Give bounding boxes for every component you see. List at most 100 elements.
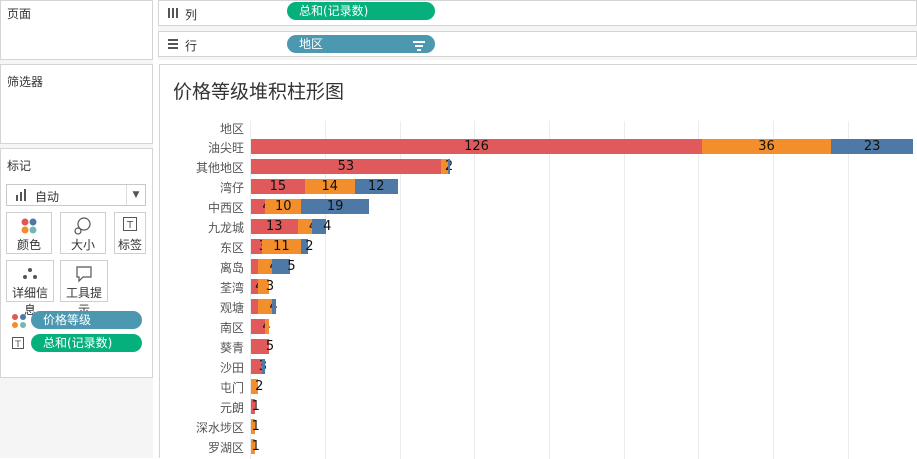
- category-label: 南区: [219, 321, 244, 335]
- data-label: 2: [305, 239, 314, 254]
- size-button[interactable]: 大小: [60, 212, 106, 254]
- tooltip-icon: [61, 264, 107, 284]
- category-label: 深水埗区: [195, 421, 244, 435]
- data-label: 1: [251, 439, 260, 454]
- gridline: [325, 121, 326, 459]
- bar-segment[interactable]: [297, 219, 312, 234]
- bar-segment[interactable]: [251, 279, 259, 294]
- text-icon: T: [11, 336, 25, 353]
- marks-title: 标记: [7, 159, 32, 173]
- color-field-pill[interactable]: 价格等级: [31, 311, 142, 329]
- data-label: 14: [321, 179, 339, 194]
- columns-shelf[interactable]: 列 总和(记录数): [158, 0, 917, 26]
- bar-segment[interactable]: [251, 159, 441, 174]
- mark-type-dropdown[interactable]: 自动 ▼: [6, 184, 146, 206]
- bar-segment[interactable]: [251, 319, 266, 334]
- data-label: 10: [274, 199, 292, 214]
- label-button[interactable]: T 标签: [114, 212, 146, 254]
- bar-segment[interactable]: [265, 319, 269, 334]
- rows-label: 行: [185, 39, 198, 53]
- gridline: [400, 121, 401, 459]
- bar-segment[interactable]: [251, 199, 266, 214]
- data-label: 11: [273, 239, 290, 254]
- bar-segment[interactable]: [251, 439, 255, 454]
- mark-type-label: 自动: [35, 190, 60, 204]
- data-label: 1: [251, 419, 260, 434]
- bar-segment[interactable]: [301, 199, 370, 214]
- category-label: 荃湾: [219, 281, 244, 295]
- shelf-area: 列 总和(记录数) 行 地区: [158, 0, 917, 60]
- gridline: [848, 121, 849, 459]
- bar-segment[interactable]: [261, 359, 266, 374]
- bar-segment[interactable]: [830, 139, 914, 154]
- bar-segment[interactable]: [258, 279, 269, 294]
- data-label: 126: [464, 139, 489, 154]
- svg-text:T: T: [14, 340, 21, 350]
- color-button[interactable]: 颜色: [6, 212, 52, 254]
- bar-segment[interactable]: [251, 139, 703, 154]
- rows-pill[interactable]: 地区: [287, 35, 435, 53]
- bar-segment[interactable]: [304, 179, 355, 194]
- data-label: 13: [265, 219, 283, 234]
- bar-chart-icon: [15, 189, 29, 204]
- filters-card[interactable]: 筛选器: [0, 64, 153, 144]
- gridline: [250, 121, 251, 459]
- bar-segment[interactable]: [258, 259, 273, 274]
- bar-segment[interactable]: [272, 259, 291, 274]
- data-label: 12: [368, 179, 385, 194]
- bar-segment[interactable]: [251, 259, 259, 274]
- columns-pill[interactable]: 总和(记录数): [287, 2, 435, 20]
- text-icon: T: [115, 216, 145, 236]
- chart-title: 价格等级堆积柱形图: [173, 81, 345, 103]
- tooltip-button[interactable]: 工具提示: [60, 260, 108, 317]
- sort-icon[interactable]: [413, 38, 425, 56]
- bar-segment[interactable]: [311, 219, 327, 234]
- gridline: [624, 121, 625, 459]
- bar-segment[interactable]: [440, 159, 448, 174]
- category-label: 其他地区: [195, 161, 244, 175]
- color-label: 颜色: [16, 238, 41, 252]
- label-field-pill[interactable]: 总和(记录数): [31, 334, 142, 352]
- bar-segment[interactable]: [251, 359, 262, 374]
- rows-shelf[interactable]: 行 地区: [158, 31, 917, 57]
- bar-segment[interactable]: [251, 379, 259, 394]
- bar-segment[interactable]: [251, 239, 262, 254]
- bar-segment[interactable]: [251, 299, 259, 314]
- filters-title: 筛选器: [7, 75, 44, 89]
- bar-segment[interactable]: [447, 159, 450, 174]
- columns-icon: [167, 7, 179, 22]
- category-label: 罗湖区: [207, 441, 244, 455]
- columns-shelf-label: 列: [167, 6, 197, 23]
- rows-pill-label: 地区: [299, 37, 324, 51]
- size-label: 大小: [70, 238, 95, 252]
- color-palette-icon: [11, 313, 27, 332]
- columns-label: 列: [185, 8, 198, 22]
- row-header: 地区: [219, 122, 244, 136]
- left-panel: 页面 筛选器 标记 自动 ▼ 颜色 大小 T 标签 详细信息: [0, 0, 153, 458]
- bar-segment[interactable]: [251, 399, 255, 414]
- bar-segment[interactable]: [251, 339, 269, 354]
- bar-segment[interactable]: [301, 239, 309, 254]
- data-label: 36: [758, 139, 775, 154]
- data-label: 53: [337, 159, 355, 174]
- gridline: [549, 121, 550, 459]
- bar-segment[interactable]: [272, 299, 277, 314]
- bar-segment[interactable]: [702, 139, 831, 154]
- data-label: 1: [251, 399, 260, 414]
- category-label: 湾仔: [219, 181, 244, 195]
- bar-segment[interactable]: [261, 239, 302, 254]
- label-label: 标签: [117, 238, 142, 252]
- bar-segment[interactable]: [265, 199, 302, 214]
- detail-button[interactable]: 详细信息: [6, 260, 54, 317]
- gridline: [698, 121, 699, 459]
- bar-segment[interactable]: [251, 179, 305, 194]
- bar-segment[interactable]: [251, 419, 255, 434]
- category-label: 观塘: [219, 301, 244, 315]
- bar-segment[interactable]: [258, 299, 273, 314]
- bar-segment[interactable]: [251, 219, 298, 234]
- category-label: 屯门: [219, 381, 244, 395]
- rows-shelf-label: 行: [167, 37, 197, 54]
- chevron-down-icon: ▼: [126, 185, 145, 205]
- category-label: 元朗: [219, 401, 244, 415]
- bar-segment[interactable]: [354, 179, 398, 194]
